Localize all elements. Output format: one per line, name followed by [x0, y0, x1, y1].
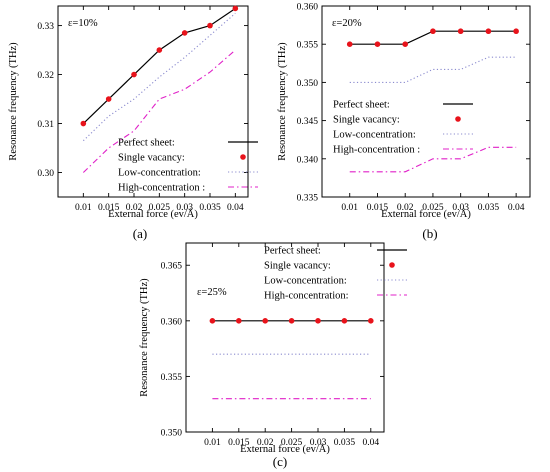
legend-marker: [455, 116, 461, 122]
plot-frame: [185, 242, 385, 433]
data-point-single-vacancy: [156, 47, 163, 53]
x-tick-label: 0.03: [176, 203, 193, 213]
panel-label: (a): [133, 226, 147, 241]
x-axis-label: External force (ev/Å): [108, 208, 198, 220]
x-tick-label: 0.04: [227, 203, 244, 213]
data-point-single-vacancy: [457, 28, 464, 35]
y-tick-label: 0.350: [161, 429, 183, 439]
legend-entry-label: Single vacancy:: [333, 115, 400, 126]
legend: Perfect sheet: Single vacancy: Low-concent…: [333, 100, 473, 156]
plot-frame: [57, 5, 249, 198]
data-point-single-vacancy: [105, 96, 112, 102]
legend-marker: [389, 262, 395, 268]
strain-annotation: ε=10%: [68, 18, 98, 29]
y-tick-label: 0.360: [161, 317, 183, 327]
y-axis-label: Resonance frequency (THz): [277, 42, 288, 161]
legend-entry-label: High-concentration :: [333, 145, 420, 156]
x-tick-label: 0.02: [257, 438, 274, 448]
y-axis-label: Resonance frequency (THz): [139, 278, 150, 397]
data-point-single-vacancy: [513, 28, 519, 35]
legend: Perfect sheet: Single vacancy: Low-concent…: [264, 246, 407, 302]
x-tick-label: 0.015: [367, 203, 389, 213]
data-point-single-vacancy: [368, 318, 374, 324]
x-tick-label: 0.01: [341, 203, 358, 213]
plot-frame: [321, 5, 531, 198]
legend-entry-label: Single vacancy:: [264, 261, 331, 272]
x-tick-label: 0.035: [478, 203, 500, 213]
y-axis-label: Resonance frequency (THz): [8, 42, 19, 161]
x-tick-label: 0.025: [422, 203, 444, 213]
y-tick-label: 0.345: [297, 117, 319, 127]
data-point-single-vacancy: [288, 318, 295, 324]
data-point-single-vacancy: [181, 30, 188, 36]
data-point-single-vacancy: [131, 71, 137, 78]
x-tick-label: 0.01: [75, 203, 92, 213]
data-point-single-vacancy: [346, 41, 353, 47]
data-point-single-vacancy: [209, 318, 216, 324]
y-tick-label: 0.350: [297, 79, 319, 89]
x-axis-label: External force (ev/Å): [381, 208, 471, 220]
x-tick-label: 0.04: [362, 438, 379, 448]
x-tick-label: 0.02: [126, 203, 143, 213]
legend-entry-label: Perfect sheet:: [333, 100, 390, 111]
x-tick-label: 0.04: [508, 203, 525, 213]
legend-entry-label: Low-concentration:: [118, 168, 201, 179]
series-line-dashdot: [349, 146, 517, 173]
chart-panel-1: 0.01 0.015 0.02 0.025 0.03 0.035 0.04 0.30 0.31 0…: [8, 5, 258, 241]
data-point-single-vacancy: [236, 318, 242, 324]
y-tick-label: 0.33: [37, 22, 54, 32]
y-tick-label: 0.32: [37, 71, 54, 81]
x-tick-label: 0.03: [310, 438, 327, 448]
x-tick-label: 0.025: [281, 438, 303, 448]
strain-annotation: ε=20%: [332, 18, 362, 29]
legend-entry-label: High-concentration :: [118, 183, 205, 194]
x-tick-label: 0.02: [397, 203, 414, 213]
chart-panel-2: 0.01 0.015 0.02 0.025 0.03 0.035 0.04 0.335 0.34…: [277, 3, 531, 241]
y-tick-label: 0.30: [37, 169, 54, 179]
y-tick-label: 0.360: [297, 3, 319, 13]
data-point-single-vacancy: [341, 318, 348, 324]
y-tick-label: 0.31: [37, 120, 54, 130]
legend-entry-label: Perfect sheet:: [118, 138, 175, 149]
x-axis-label: External force (ev/Å): [240, 443, 330, 455]
y-tick-label: 0.365: [161, 262, 183, 272]
x-tick-label: 0.015: [228, 438, 250, 448]
legend-entry-label: Low-concentration:: [333, 130, 416, 141]
x-tick-label: 0.015: [98, 203, 120, 213]
data-point-single-vacancy: [402, 41, 409, 47]
panel-label: (b): [422, 226, 437, 241]
y-tick-label: 0.335: [297, 194, 319, 204]
legend-entry-label: Perfect sheet:: [264, 246, 321, 257]
x-tick-label: 0.03: [452, 203, 469, 213]
legend-marker: [240, 154, 246, 160]
data-point-single-vacancy: [315, 318, 321, 324]
data-point-single-vacancy: [262, 318, 269, 324]
panel-label: (c): [273, 454, 287, 469]
data-point-single-vacancy: [430, 28, 436, 35]
strain-annotation: ε=25%: [197, 287, 227, 298]
y-tick-label: 0.355: [161, 373, 183, 383]
chart-panel-3: 0.01 0.015 0.02 0.025 0.03 0.035 0.04 0.350 0.35…: [139, 242, 407, 469]
x-tick-label: 0.01: [204, 438, 221, 448]
x-tick-label: 0.035: [334, 438, 356, 448]
x-tick-label: 0.025: [149, 203, 171, 213]
data-point-single-vacancy: [374, 41, 381, 47]
x-tick-label: 0.035: [199, 203, 221, 213]
data-point-single-vacancy: [232, 5, 239, 12]
series-line-dotted: [82, 12, 236, 142]
series-line-dashdot: [82, 49, 236, 173]
data-point-single-vacancy: [207, 22, 213, 29]
legend-entry-label: Single vacancy:: [118, 153, 185, 164]
legend-entry-label: Low-concentration:: [264, 276, 347, 287]
series-line-dotted: [349, 56, 517, 83]
data-point-single-vacancy: [80, 120, 87, 127]
legend-entry-label: High-concentration:: [264, 291, 349, 302]
y-tick-label: 0.355: [297, 41, 319, 51]
y-tick-label: 0.340: [297, 155, 319, 165]
data-point-single-vacancy: [485, 28, 492, 35]
legend: Perfect sheet: Single vacancy: Low-concent…: [118, 138, 258, 194]
